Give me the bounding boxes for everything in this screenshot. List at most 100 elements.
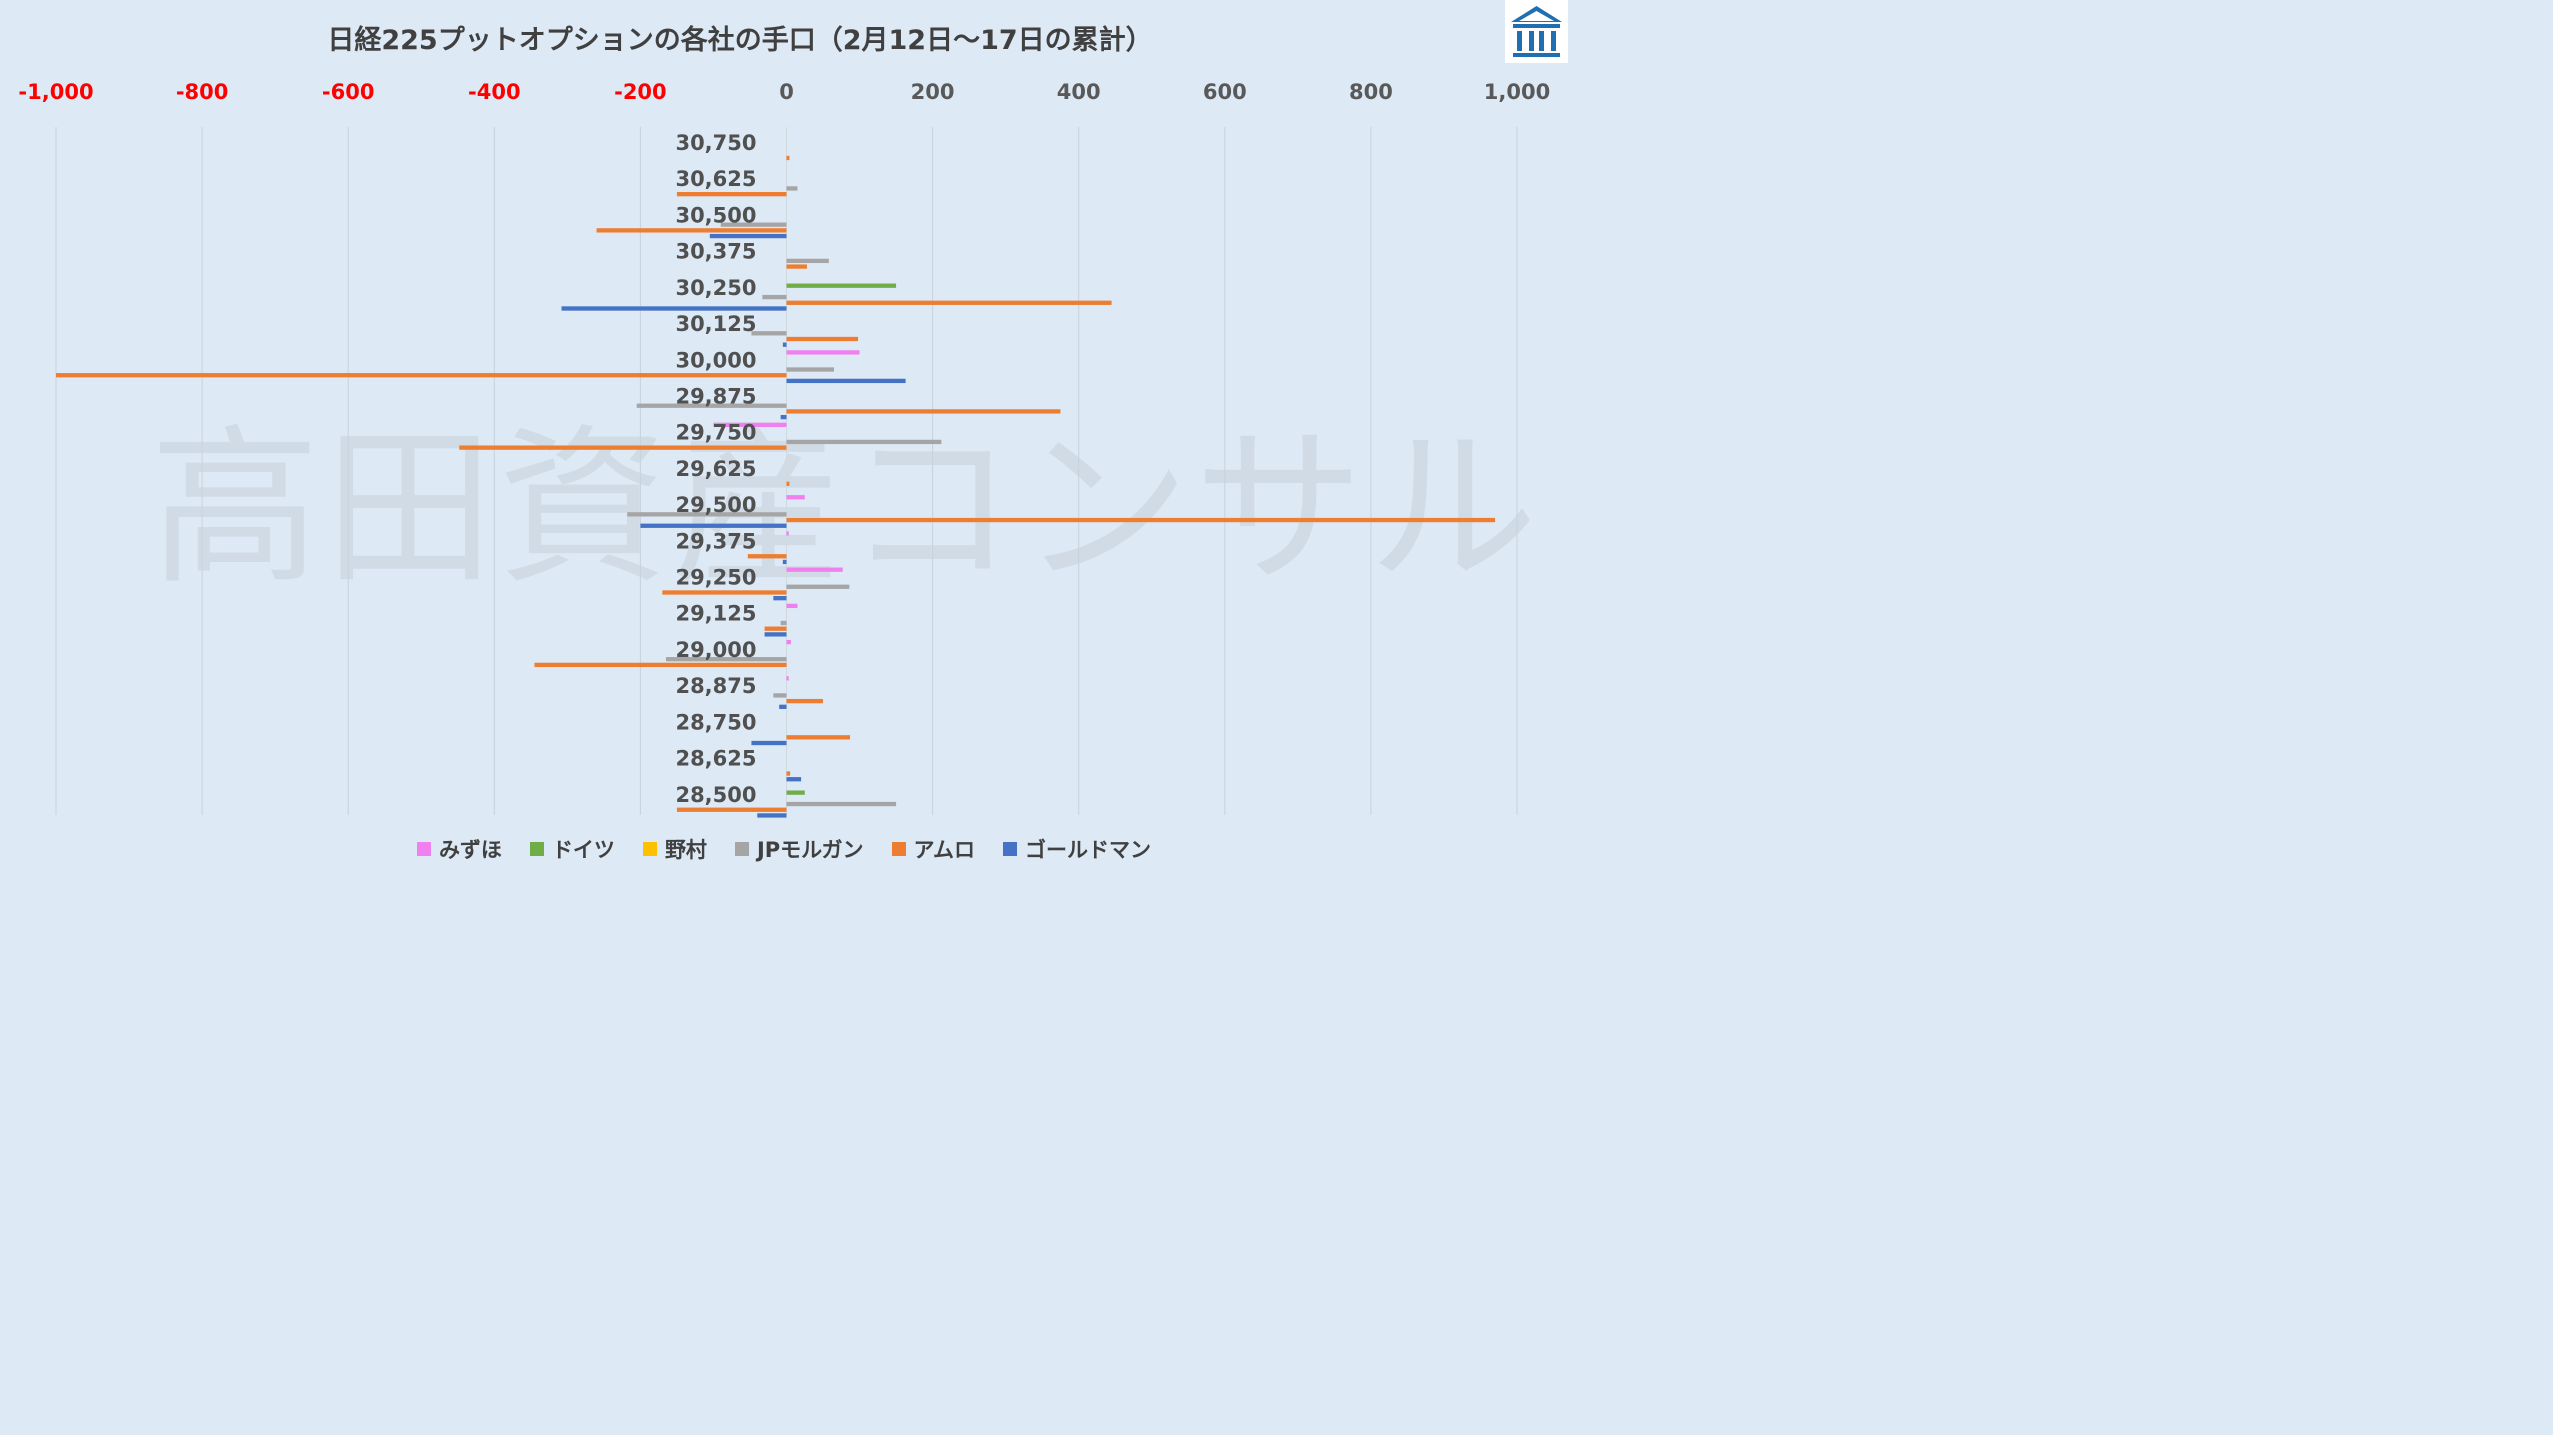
bar — [709, 233, 787, 239]
y-category-label: 30,000 — [675, 348, 756, 372]
bar — [596, 228, 787, 233]
y-category-label: 29,625 — [675, 457, 756, 481]
x-tick-label: 1,000 — [1484, 80, 1550, 104]
bar — [762, 294, 787, 300]
bar — [764, 632, 787, 637]
x-tick-label: 200 — [911, 80, 955, 104]
chart-title: 日経225プットオプションの各社の手口（2月12日〜17日の累計） — [327, 25, 1153, 56]
bar — [779, 704, 787, 709]
bar — [786, 777, 802, 782]
legend-label: ゴールドマン — [1025, 838, 1152, 862]
bar — [786, 258, 829, 264]
y-category-label: 29,875 — [675, 384, 756, 408]
building-logo-icon — [1505, 0, 1568, 63]
x-tick-label: -600 — [322, 80, 375, 104]
bar — [782, 342, 787, 347]
bar — [747, 554, 787, 559]
y-category-label: 28,875 — [675, 674, 756, 698]
bar — [676, 192, 787, 197]
bar — [786, 409, 1061, 414]
bar — [665, 657, 787, 662]
bar — [786, 567, 843, 572]
y-category-label: 29,250 — [675, 566, 756, 590]
legend-swatch — [891, 842, 906, 856]
bar — [676, 807, 787, 812]
legend-item: ドイツ — [529, 834, 615, 864]
bar — [786, 584, 850, 589]
bar — [786, 771, 791, 776]
bar — [636, 403, 787, 408]
legend-swatch — [1003, 842, 1018, 856]
y-category-label: 30,625 — [675, 167, 756, 191]
y-category-label: 30,750 — [675, 131, 756, 155]
bar — [773, 693, 787, 698]
x-tick-label: 600 — [1203, 80, 1247, 104]
bar — [764, 626, 787, 631]
bar — [773, 596, 787, 601]
legend-label: ドイツ — [551, 838, 615, 862]
bar — [786, 676, 789, 681]
bar — [757, 813, 787, 818]
bar — [786, 367, 834, 372]
legend-item: アムロ — [891, 834, 976, 864]
bar — [786, 283, 897, 288]
x-tick-label: 0 — [779, 80, 794, 104]
y-category-label: 29,750 — [675, 421, 756, 445]
bar — [561, 306, 787, 311]
bar — [786, 603, 798, 609]
bar — [786, 481, 790, 486]
bar — [713, 422, 787, 427]
bar — [786, 517, 1496, 523]
bar — [662, 590, 787, 595]
legend-swatch — [734, 842, 749, 856]
chart-legend: みずほ ドイツ 野村 JPモルガン アムロ ゴールドマン — [0, 834, 1568, 864]
bar — [786, 439, 942, 445]
legend-item: ゴールドマン — [1003, 834, 1151, 864]
bar — [780, 620, 787, 626]
y-category-label: 30,500 — [675, 203, 756, 227]
bar — [786, 531, 789, 536]
bar — [751, 740, 787, 746]
y-category-label: 30,250 — [675, 276, 756, 300]
x-tick-label: -800 — [176, 80, 229, 104]
bar — [786, 155, 790, 161]
y-category-label: 29,500 — [675, 493, 756, 517]
bar — [786, 698, 824, 704]
bar — [782, 559, 787, 565]
legend-label: みずほ — [438, 838, 502, 862]
bar — [627, 512, 787, 517]
legend-item: JPモルガン — [734, 834, 864, 864]
x-tick-label: -200 — [614, 80, 667, 104]
y-category-label: 28,500 — [675, 783, 756, 807]
bar — [786, 264, 807, 269]
legend-item: みずほ — [416, 834, 502, 864]
legend-label: 野村 — [664, 838, 707, 862]
legend-item: 野村 — [642, 834, 707, 864]
y-category-label: 29,125 — [675, 602, 756, 626]
y-category-label: 29,000 — [675, 638, 756, 662]
bar — [56, 373, 787, 378]
bar — [459, 445, 787, 450]
bar — [786, 336, 859, 342]
bar — [786, 639, 791, 645]
legend-label: JPモルガン — [756, 838, 864, 862]
legend-swatch — [642, 842, 657, 856]
bar — [786, 378, 906, 384]
bar — [780, 414, 787, 420]
bar-chart: -1,000 -800 -600 -400 -200 0 200 400 600 800 1,000… — [18, 80, 1550, 818]
bar — [786, 790, 805, 795]
x-tick-label: 800 — [1349, 80, 1393, 104]
legend-swatch — [416, 842, 431, 856]
bar — [751, 331, 787, 336]
y-category-label: 30,125 — [675, 312, 756, 336]
bar — [786, 186, 798, 191]
legend-swatch — [529, 842, 544, 856]
x-tick-label: -400 — [468, 80, 521, 104]
legend-label: アムロ — [913, 838, 976, 862]
y-category-label: 28,750 — [675, 710, 756, 734]
bar — [786, 495, 805, 500]
bar — [534, 662, 787, 668]
bar — [640, 523, 787, 528]
y-category-label: 29,375 — [675, 529, 756, 553]
bar — [786, 300, 1112, 305]
